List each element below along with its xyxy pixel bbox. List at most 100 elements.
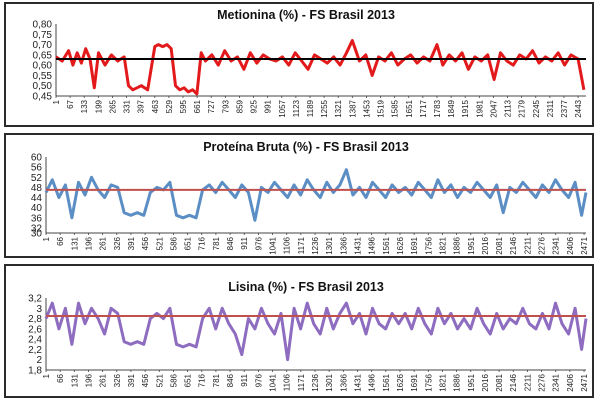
x-tick-label: 1886 [453, 373, 462, 391]
x-tick-label: 1915 [461, 99, 470, 117]
x-tick-label: 521 [155, 236, 164, 250]
chart-title: Metionina (%) - FS Brasil 2013 [217, 8, 395, 22]
proteina-chart: Proteína Bruta (%) - FS Brasil 201360565… [31, 140, 589, 255]
series-line [55, 39, 586, 96]
x-tick-label: 331 [123, 99, 132, 113]
x-tick-label: 781 [212, 236, 221, 250]
x-tick-label: 1255 [320, 99, 329, 117]
x-tick-label: 1236 [311, 236, 320, 254]
x-tick-label: 196 [84, 236, 93, 250]
x-tick-label: 2016 [481, 373, 490, 391]
x-tick-label: 925 [250, 99, 259, 113]
x-tick-label: 2016 [481, 236, 490, 254]
x-tick-label: 2146 [509, 236, 518, 254]
x-tick-label: 859 [235, 99, 244, 113]
x-tick-label: 2146 [509, 373, 518, 391]
x-tick-label: 131 [70, 373, 79, 387]
x-tick-label: 1821 [438, 373, 447, 391]
x-tick-label: 846 [226, 236, 235, 250]
x-tick-label: 133 [80, 99, 89, 113]
x-tick-label: 1561 [382, 373, 391, 391]
x-tick-label: 2311 [546, 99, 555, 117]
x-tick-label: 1496 [368, 373, 377, 391]
x-tick-label: 1236 [311, 373, 320, 391]
x-tick-label: 1691 [410, 236, 419, 254]
x-tick-label: 391 [127, 373, 136, 387]
x-tick-label: 2047 [489, 99, 498, 117]
x-tick-label: 456 [141, 373, 150, 387]
lisina-chart: Lisina (%) - FS Brasil 2013 3,232,82,62,4… [28, 280, 589, 392]
y-tick-label: 0,45 [33, 92, 53, 103]
x-tick-label: 2211 [523, 373, 532, 391]
x-tick-label: 1123 [292, 99, 301, 117]
x-tick-label: 1041 [269, 373, 278, 391]
x-tick-label: 2471 [580, 373, 589, 391]
x-tick-label: 911 [240, 373, 249, 386]
x-tick-label: 1849 [447, 99, 456, 117]
x-tick-label: 66 [56, 373, 65, 382]
series-line [44, 301, 588, 362]
y-tick-label: 2,2 [28, 345, 42, 356]
x-tick-label: 2406 [566, 236, 575, 254]
x-tick-label: 1691 [410, 373, 419, 391]
x-tick-label: 391 [127, 236, 136, 250]
y-tick-label: 2,4 [28, 335, 42, 346]
x-tick-label: 1189 [306, 99, 315, 117]
y-tick-label: 1,8 [28, 366, 42, 377]
x-tick-label: 1561 [382, 236, 391, 254]
x-tick-label: 131 [70, 236, 79, 250]
y-tick-label: 36 [31, 213, 43, 224]
x-tick-label: 2377 [560, 99, 569, 117]
y-tick-label: 0,50 [33, 81, 53, 92]
x-tick-label: 67 [66, 99, 75, 108]
x-tick-label: 1626 [396, 236, 405, 254]
x-tick-label: 586 [169, 236, 178, 250]
y-tick-label: 48 [31, 183, 43, 194]
x-tick-label: 1106 [283, 373, 292, 391]
x-tick-label: 1453 [362, 99, 371, 117]
x-tick-label: 2443 [574, 99, 583, 117]
x-tick-label: 846 [226, 373, 235, 387]
x-tick-label: 1951 [467, 373, 476, 391]
x-tick-label: 1 [42, 236, 51, 241]
x-tick-label: 1431 [353, 373, 362, 391]
y-tick-label: 0,80 [33, 20, 53, 31]
y-tick-label: 3 [36, 304, 42, 315]
x-tick-label: 595 [179, 99, 188, 113]
x-tick-label: 2081 [495, 373, 504, 391]
x-tick-label: 976 [254, 236, 263, 250]
x-tick-label: 1821 [438, 236, 447, 254]
x-tick-label: 793 [221, 99, 230, 113]
x-tick-label: 261 [99, 373, 108, 387]
x-tick-label: 2081 [495, 236, 504, 254]
y-tick-label: 60 [31, 153, 43, 164]
x-tick-label: 1171 [297, 373, 306, 391]
x-tick-label: 1301 [325, 373, 334, 391]
y-tick-label: 44 [31, 193, 43, 204]
x-tick-label: 463 [151, 99, 160, 113]
y-tick-label: 30 [31, 229, 43, 240]
y-tick-label: 52 [31, 173, 43, 184]
chart-panel-proteina: Proteína Bruta (%) - FS Brasil 2013 60 56 5… [4, 133, 594, 258]
x-tick-label: 1756 [424, 236, 433, 254]
x-tick-label: 716 [198, 236, 207, 250]
y-tick-label: 0,60 [33, 61, 53, 72]
x-tick-label: 1886 [453, 236, 462, 254]
x-tick-label: 1431 [353, 236, 362, 254]
x-tick-label: 1321 [334, 99, 343, 117]
x-tick-label: 1041 [269, 236, 278, 254]
x-tick-label: 1519 [377, 99, 386, 117]
x-tick-label: 1106 [283, 236, 292, 254]
x-tick-label: 456 [141, 236, 150, 250]
x-tick-label: 199 [94, 99, 103, 113]
x-tick-label: 976 [254, 373, 263, 387]
x-tick-label: 991 [264, 99, 273, 113]
chart-title: Proteína Bruta (%) - FS Brasil 2013 [203, 140, 409, 154]
x-tick-label: 1756 [424, 373, 433, 391]
x-tick-label: 2113 [504, 99, 513, 117]
y-tick-label: 0,70 [33, 40, 53, 51]
x-tick-label: 727 [207, 99, 216, 113]
y-tick-label: 3,2 [28, 294, 42, 305]
x-tick-label: 2179 [518, 99, 527, 117]
x-tick-label: 2211 [523, 236, 532, 254]
